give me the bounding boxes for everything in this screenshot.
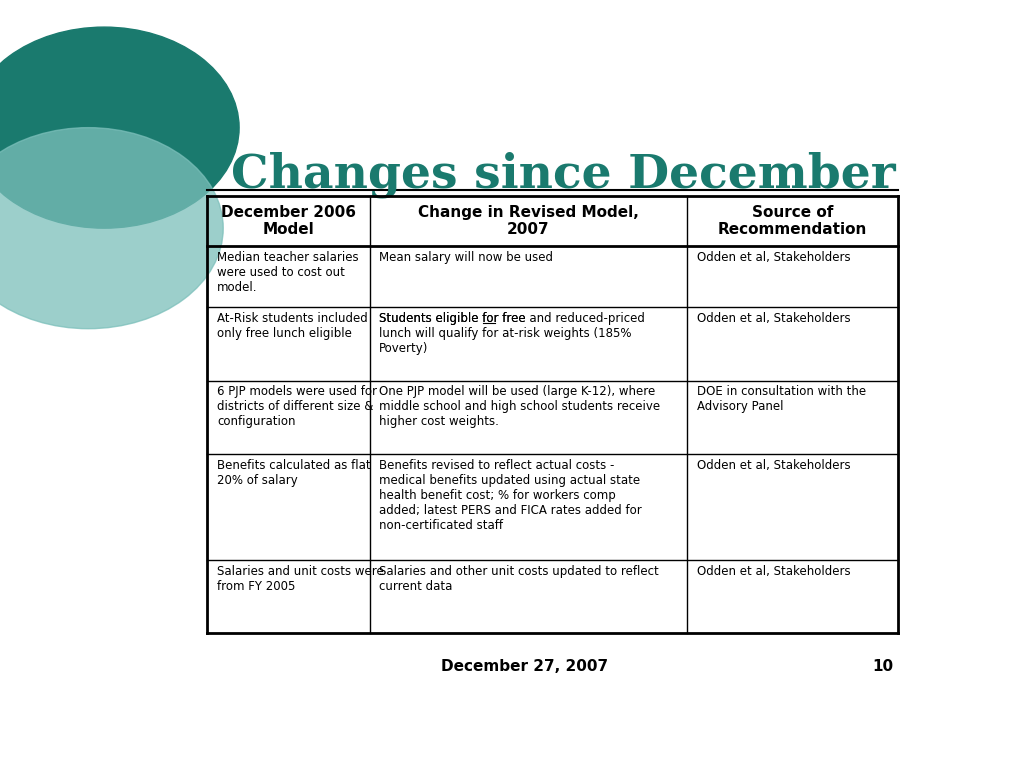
Text: DOE in consultation with the
Advisory Panel: DOE in consultation with the Advisory Pa…: [696, 386, 866, 413]
Text: Odden et al, Stakeholders: Odden et al, Stakeholders: [696, 250, 850, 263]
Text: December 2006
Model: December 2006 Model: [221, 204, 356, 237]
Circle shape: [0, 127, 223, 329]
Text: Salaries and unit costs were
from FY 2005: Salaries and unit costs were from FY 200…: [217, 564, 384, 593]
Text: One PJP model will be used (large K-12), where
middle school and high school stu: One PJP model will be used (large K-12),…: [379, 386, 660, 429]
Text: Source of
Recommendation: Source of Recommendation: [718, 204, 867, 237]
Text: December 27, 2007: December 27, 2007: [441, 660, 608, 674]
Text: Benefits revised to reflect actual costs -
medical benefits updated using actual: Benefits revised to reflect actual costs…: [379, 458, 642, 531]
Text: Students eligible for free and reduced-priced
lunch will qualify for at-risk wei: Students eligible for free and reduced-p…: [379, 312, 645, 355]
Text: Students eligible for free: Students eligible for free: [379, 312, 529, 325]
Text: Changes since December: Changes since December: [231, 151, 896, 198]
Text: Odden et al, Stakeholders: Odden et al, Stakeholders: [696, 458, 850, 472]
Text: 10: 10: [872, 660, 894, 674]
Text: Odden et al, Stakeholders: Odden et al, Stakeholders: [696, 312, 850, 325]
Text: 6 PJP models were used for
districts of different size &
configuration: 6 PJP models were used for districts of …: [217, 386, 377, 429]
Circle shape: [0, 27, 240, 228]
Text: Median teacher salaries
were used to cost out
model.: Median teacher salaries were used to cos…: [217, 250, 358, 293]
Text: Benefits calculated as flat
20% of salary: Benefits calculated as flat 20% of salar…: [217, 458, 371, 486]
Text: At-Risk students included
only free lunch eligible: At-Risk students included only free lunc…: [217, 312, 368, 340]
Text: Salaries and other unit costs updated to reflect
current data: Salaries and other unit costs updated to…: [379, 564, 658, 593]
Text: Odden et al, Stakeholders: Odden et al, Stakeholders: [696, 564, 850, 578]
Text: Change in Revised Model,
2007: Change in Revised Model, 2007: [418, 204, 639, 237]
Text: Mean salary will now be used: Mean salary will now be used: [379, 250, 553, 263]
